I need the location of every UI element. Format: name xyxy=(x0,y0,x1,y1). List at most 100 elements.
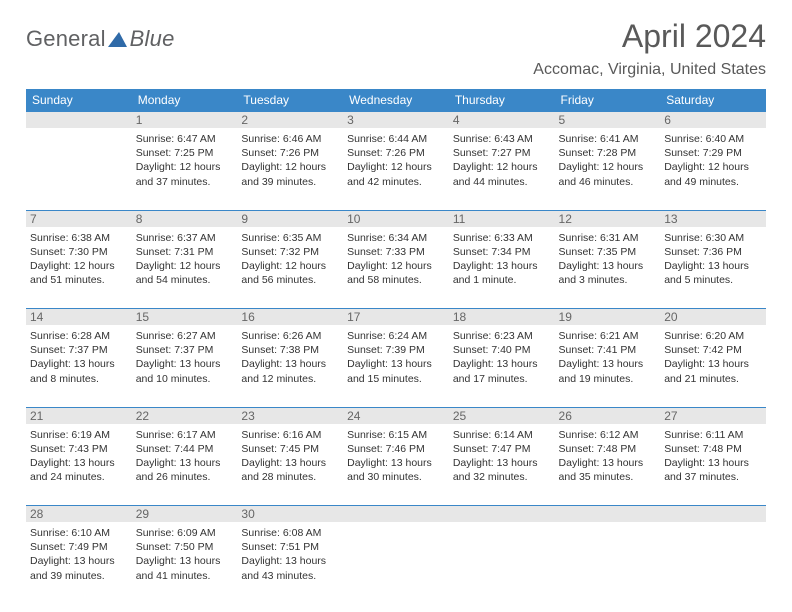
day-number-cell: 25 xyxy=(449,407,555,424)
day-details: Sunrise: 6:19 AMSunset: 7:43 PMDaylight:… xyxy=(30,426,128,485)
day-cell: Sunrise: 6:47 AMSunset: 7:25 PMDaylight:… xyxy=(132,128,238,210)
sunrise-text: Sunrise: 6:35 AM xyxy=(241,231,339,245)
sunrise-text: Sunrise: 6:17 AM xyxy=(136,428,234,442)
daylight-text: Daylight: 13 hours and 3 minutes. xyxy=(559,259,657,287)
sunset-text: Sunset: 7:39 PM xyxy=(347,343,445,357)
sunrise-text: Sunrise: 6:27 AM xyxy=(136,329,234,343)
daylight-text: Daylight: 12 hours and 37 minutes. xyxy=(136,160,234,188)
day-details: Sunrise: 6:21 AMSunset: 7:41 PMDaylight:… xyxy=(559,327,657,386)
day-number-cell: 15 xyxy=(132,309,238,326)
sunset-text: Sunset: 7:29 PM xyxy=(664,146,762,160)
daylight-text: Daylight: 13 hours and 12 minutes. xyxy=(241,357,339,385)
day-details: Sunrise: 6:11 AMSunset: 7:48 PMDaylight:… xyxy=(664,426,762,485)
daylight-text: Daylight: 13 hours and 19 minutes. xyxy=(559,357,657,385)
sunrise-text: Sunrise: 6:12 AM xyxy=(559,428,657,442)
day-number-cell: 20 xyxy=(660,309,766,326)
day-number-row: 14151617181920 xyxy=(26,309,766,326)
day-cell: Sunrise: 6:10 AMSunset: 7:49 PMDaylight:… xyxy=(26,522,132,604)
day-details: Sunrise: 6:10 AMSunset: 7:49 PMDaylight:… xyxy=(30,524,128,583)
weekday-header: Monday xyxy=(132,89,238,112)
daylight-text: Daylight: 13 hours and 26 minutes. xyxy=(136,456,234,484)
daylight-text: Daylight: 12 hours and 49 minutes. xyxy=(664,160,762,188)
daylight-text: Daylight: 13 hours and 5 minutes. xyxy=(664,259,762,287)
day-number-cell: 17 xyxy=(343,309,449,326)
sunset-text: Sunset: 7:34 PM xyxy=(453,245,551,259)
day-number-cell: 10 xyxy=(343,210,449,227)
day-details: Sunrise: 6:37 AMSunset: 7:31 PMDaylight:… xyxy=(136,229,234,288)
day-number-cell: 7 xyxy=(26,210,132,227)
sunrise-text: Sunrise: 6:24 AM xyxy=(347,329,445,343)
day-cell: Sunrise: 6:16 AMSunset: 7:45 PMDaylight:… xyxy=(237,424,343,506)
day-number-cell: 29 xyxy=(132,506,238,523)
sunset-text: Sunset: 7:46 PM xyxy=(347,442,445,456)
day-number-cell: 21 xyxy=(26,407,132,424)
sunset-text: Sunset: 7:26 PM xyxy=(241,146,339,160)
day-details: Sunrise: 6:30 AMSunset: 7:36 PMDaylight:… xyxy=(664,229,762,288)
weekday-header: Sunday xyxy=(26,89,132,112)
day-cell: Sunrise: 6:31 AMSunset: 7:35 PMDaylight:… xyxy=(555,227,661,309)
day-number-row: 282930 xyxy=(26,506,766,523)
day-cell: Sunrise: 6:27 AMSunset: 7:37 PMDaylight:… xyxy=(132,325,238,407)
day-number-row: 123456 xyxy=(26,112,766,129)
day-cell: Sunrise: 6:08 AMSunset: 7:51 PMDaylight:… xyxy=(237,522,343,604)
day-number-cell: 27 xyxy=(660,407,766,424)
weekday-header-row: Sunday Monday Tuesday Wednesday Thursday… xyxy=(26,89,766,112)
sunrise-text: Sunrise: 6:37 AM xyxy=(136,231,234,245)
day-number-cell: 12 xyxy=(555,210,661,227)
sunset-text: Sunset: 7:40 PM xyxy=(453,343,551,357)
calendar-table: Sunday Monday Tuesday Wednesday Thursday… xyxy=(26,89,766,604)
day-details: Sunrise: 6:15 AMSunset: 7:46 PMDaylight:… xyxy=(347,426,445,485)
day-number-cell: 2 xyxy=(237,112,343,129)
sunset-text: Sunset: 7:42 PM xyxy=(664,343,762,357)
day-details: Sunrise: 6:24 AMSunset: 7:39 PMDaylight:… xyxy=(347,327,445,386)
sunrise-text: Sunrise: 6:19 AM xyxy=(30,428,128,442)
day-details: Sunrise: 6:38 AMSunset: 7:30 PMDaylight:… xyxy=(30,229,128,288)
day-cell xyxy=(26,128,132,210)
day-cell: Sunrise: 6:35 AMSunset: 7:32 PMDaylight:… xyxy=(237,227,343,309)
sunrise-text: Sunrise: 6:33 AM xyxy=(453,231,551,245)
day-cell xyxy=(555,522,661,604)
day-cell: Sunrise: 6:15 AMSunset: 7:46 PMDaylight:… xyxy=(343,424,449,506)
day-details: Sunrise: 6:26 AMSunset: 7:38 PMDaylight:… xyxy=(241,327,339,386)
day-details: Sunrise: 6:14 AMSunset: 7:47 PMDaylight:… xyxy=(453,426,551,485)
weekday-header: Saturday xyxy=(660,89,766,112)
day-cell: Sunrise: 6:12 AMSunset: 7:48 PMDaylight:… xyxy=(555,424,661,506)
day-details: Sunrise: 6:31 AMSunset: 7:35 PMDaylight:… xyxy=(559,229,657,288)
title-block: April 2024 Accomac, Virginia, United Sta… xyxy=(533,18,766,79)
day-cell: Sunrise: 6:33 AMSunset: 7:34 PMDaylight:… xyxy=(449,227,555,309)
sunrise-text: Sunrise: 6:41 AM xyxy=(559,132,657,146)
daylight-text: Daylight: 12 hours and 56 minutes. xyxy=(241,259,339,287)
day-number-cell xyxy=(449,506,555,523)
day-cell: Sunrise: 6:28 AMSunset: 7:37 PMDaylight:… xyxy=(26,325,132,407)
logo: General Blue xyxy=(26,26,175,52)
daylight-text: Daylight: 12 hours and 44 minutes. xyxy=(453,160,551,188)
sunset-text: Sunset: 7:50 PM xyxy=(136,540,234,554)
day-cell: Sunrise: 6:11 AMSunset: 7:48 PMDaylight:… xyxy=(660,424,766,506)
sunrise-text: Sunrise: 6:26 AM xyxy=(241,329,339,343)
sunrise-text: Sunrise: 6:14 AM xyxy=(453,428,551,442)
sunrise-text: Sunrise: 6:08 AM xyxy=(241,526,339,540)
sunset-text: Sunset: 7:51 PM xyxy=(241,540,339,554)
day-details: Sunrise: 6:08 AMSunset: 7:51 PMDaylight:… xyxy=(241,524,339,583)
day-cell: Sunrise: 6:09 AMSunset: 7:50 PMDaylight:… xyxy=(132,522,238,604)
day-number-cell: 13 xyxy=(660,210,766,227)
sunset-text: Sunset: 7:37 PM xyxy=(136,343,234,357)
day-details-row: Sunrise: 6:28 AMSunset: 7:37 PMDaylight:… xyxy=(26,325,766,407)
day-details: Sunrise: 6:09 AMSunset: 7:50 PMDaylight:… xyxy=(136,524,234,583)
day-cell: Sunrise: 6:37 AMSunset: 7:31 PMDaylight:… xyxy=(132,227,238,309)
day-details-row: Sunrise: 6:47 AMSunset: 7:25 PMDaylight:… xyxy=(26,128,766,210)
sunset-text: Sunset: 7:35 PM xyxy=(559,245,657,259)
daylight-text: Daylight: 13 hours and 17 minutes. xyxy=(453,357,551,385)
daylight-text: Daylight: 12 hours and 42 minutes. xyxy=(347,160,445,188)
day-cell xyxy=(660,522,766,604)
daylight-text: Daylight: 12 hours and 51 minutes. xyxy=(30,259,128,287)
sunset-text: Sunset: 7:31 PM xyxy=(136,245,234,259)
sunrise-text: Sunrise: 6:23 AM xyxy=(453,329,551,343)
sunset-text: Sunset: 7:41 PM xyxy=(559,343,657,357)
day-number-cell xyxy=(660,506,766,523)
daylight-text: Daylight: 13 hours and 21 minutes. xyxy=(664,357,762,385)
day-details-row: Sunrise: 6:19 AMSunset: 7:43 PMDaylight:… xyxy=(26,424,766,506)
sunset-text: Sunset: 7:48 PM xyxy=(559,442,657,456)
daylight-text: Daylight: 13 hours and 15 minutes. xyxy=(347,357,445,385)
sunset-text: Sunset: 7:26 PM xyxy=(347,146,445,160)
